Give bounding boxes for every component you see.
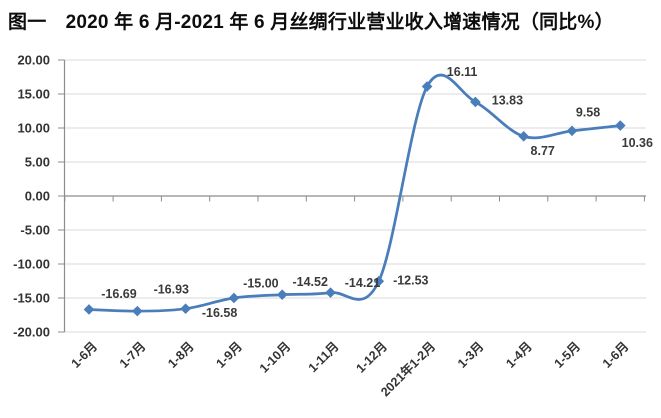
data-label: -12.53 bbox=[393, 274, 428, 288]
y-axis-label: 15.00 bbox=[17, 87, 50, 102]
x-axis-label: 1-6月 bbox=[69, 339, 101, 371]
data-point-marker bbox=[83, 304, 95, 315]
x-axis-label: 1-3月 bbox=[455, 339, 487, 371]
data-point-marker bbox=[131, 305, 143, 317]
x-axis-label: 1-11月 bbox=[306, 339, 342, 375]
data-label: -16.93 bbox=[154, 283, 189, 297]
y-axis-label: -10.00 bbox=[13, 257, 50, 272]
x-axis-label: 1-10月 bbox=[257, 339, 293, 375]
y-axis-label: 5.00 bbox=[25, 155, 50, 170]
y-axis-label: -20.00 bbox=[13, 325, 50, 340]
data-label: 10.36 bbox=[622, 136, 653, 150]
y-axis-label: 10.00 bbox=[17, 121, 50, 136]
data-point-marker bbox=[614, 120, 626, 131]
chart-title: 图一 2020 年 6 月-2021 年 6 月丝绸行业营业收入增速情况（同比%… bbox=[8, 12, 614, 33]
data-label: 16.11 bbox=[447, 65, 478, 79]
x-axis-label: 1-12月 bbox=[353, 339, 389, 375]
data-label: -14.21 bbox=[345, 276, 380, 290]
data-point-marker bbox=[373, 275, 385, 287]
data-point-marker bbox=[325, 287, 336, 298]
y-axis-label: 20.00 bbox=[17, 53, 50, 68]
data-point-marker bbox=[470, 96, 481, 108]
x-axis-label: 1-7月 bbox=[117, 339, 149, 371]
data-label: 9.58 bbox=[576, 105, 600, 119]
data-label: -14.52 bbox=[292, 275, 327, 289]
data-label: -16.69 bbox=[101, 287, 136, 301]
data-label: 8.77 bbox=[531, 144, 555, 158]
data-label: -16.58 bbox=[202, 306, 237, 320]
data-point-marker bbox=[180, 303, 191, 315]
data-point-marker bbox=[228, 292, 240, 304]
y-axis-label: -15.00 bbox=[13, 291, 50, 306]
y-axis-label: 0.00 bbox=[25, 189, 50, 204]
data-point-marker bbox=[518, 131, 530, 142]
data-point-marker bbox=[421, 81, 433, 92]
x-axis-label: 1-9月 bbox=[213, 339, 245, 371]
data-label: 13.83 bbox=[492, 94, 523, 108]
y-axis-label: -5.00 bbox=[20, 223, 50, 238]
data-point-marker bbox=[566, 125, 578, 137]
data-point-marker bbox=[276, 289, 288, 301]
x-axis-label: 1-8月 bbox=[165, 339, 197, 371]
data-label: -15.00 bbox=[243, 277, 278, 291]
x-axis-label: 1-6月 bbox=[600, 339, 632, 371]
x-axis-label: 1-4月 bbox=[503, 339, 535, 371]
x-axis-label: 1-5月 bbox=[552, 339, 584, 371]
